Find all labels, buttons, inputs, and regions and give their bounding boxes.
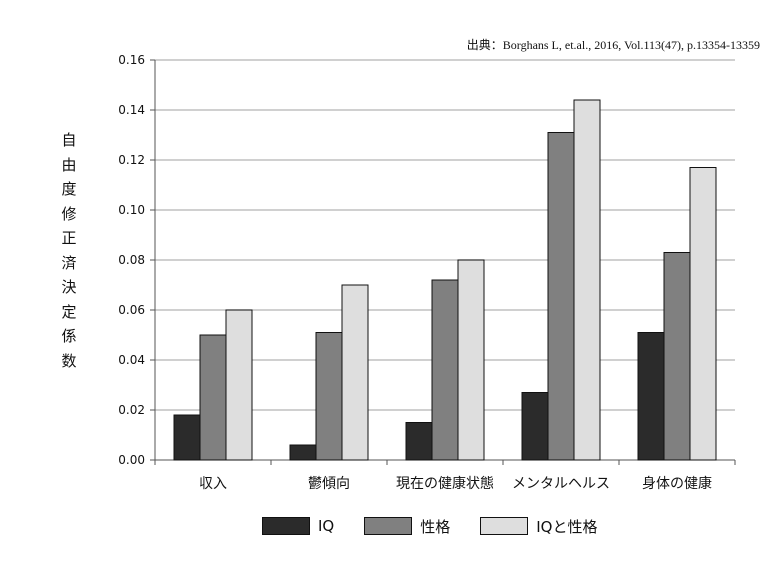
- bar-iq: [289, 444, 317, 461]
- y-tick-label: 0.10: [118, 203, 145, 217]
- legend-label-iq-and-personality: IQと性格: [536, 517, 598, 536]
- y-tick-label: 0.06: [118, 303, 145, 317]
- bar-iq-and-personality: [225, 309, 253, 461]
- bar-personality: [315, 332, 343, 461]
- bar-iq: [405, 422, 433, 461]
- bar-iq: [173, 414, 201, 461]
- bar-personality: [431, 279, 459, 461]
- y-axis-label-char: 済: [61, 253, 77, 272]
- legend-item-iq-and-personality: IQと性格: [480, 516, 597, 537]
- x-tick-label: 収入: [199, 476, 227, 492]
- y-axis-label-char: 定: [61, 302, 77, 321]
- x-tick-label: 鬱傾向: [308, 476, 350, 492]
- y-axis-label-char: 度: [61, 180, 77, 198]
- y-axis-label-char: 自: [61, 131, 77, 149]
- y-axis-label-char: 由: [61, 155, 77, 174]
- y-axis-label-char: 修: [61, 204, 77, 223]
- legend-swatch-iq: [262, 517, 310, 535]
- legend-label-personality: 性格: [420, 517, 451, 536]
- legend-swatch-personality: [364, 517, 413, 535]
- bar-iq: [637, 332, 665, 461]
- bar-iq-and-personality: [689, 167, 717, 461]
- y-tick-label: 0.02: [118, 403, 145, 417]
- x-tick-label: 身体の健康: [642, 475, 712, 492]
- bar-personality: [199, 334, 227, 461]
- y-axis-label-char: 決: [61, 278, 77, 296]
- legend-label-iq: IQ: [318, 517, 335, 535]
- y-tick-label: 0.04: [118, 353, 145, 367]
- y-tick-label: 0.12: [118, 153, 145, 167]
- y-tick-label: 0.08: [118, 253, 145, 267]
- legend-item-iq: IQ: [262, 517, 334, 535]
- x-tick-label: メンタルヘルス: [512, 476, 610, 492]
- bar-iq-and-personality: [457, 259, 485, 461]
- x-tick-label: 現在の健康状態: [396, 475, 494, 492]
- bar-iq-and-personality: [573, 99, 601, 461]
- legend-item-personality: 性格: [364, 516, 450, 537]
- y-tick-label: 0.16: [118, 53, 145, 67]
- y-axis-label-char: 正: [61, 229, 77, 247]
- y-axis-label-char: 数: [61, 351, 77, 370]
- bar-iq: [521, 392, 549, 461]
- bar-iq-and-personality: [341, 284, 369, 461]
- bar-personality: [547, 132, 575, 461]
- y-axis-label: 自由度修正済決定係数: [55, 128, 83, 373]
- source-citation: 出典：Borghans L, et.al., 2016, Vol.113(47)…: [466, 38, 760, 52]
- y-tick-label: 0.00: [118, 453, 145, 467]
- y-tick-label: 0.14: [118, 103, 145, 117]
- y-axis-label-char: 係: [61, 327, 77, 345]
- legend: IQ 性格 IQと性格: [262, 510, 682, 542]
- legend-swatch-iq-and-personality: [480, 517, 529, 535]
- bar-personality: [663, 252, 691, 461]
